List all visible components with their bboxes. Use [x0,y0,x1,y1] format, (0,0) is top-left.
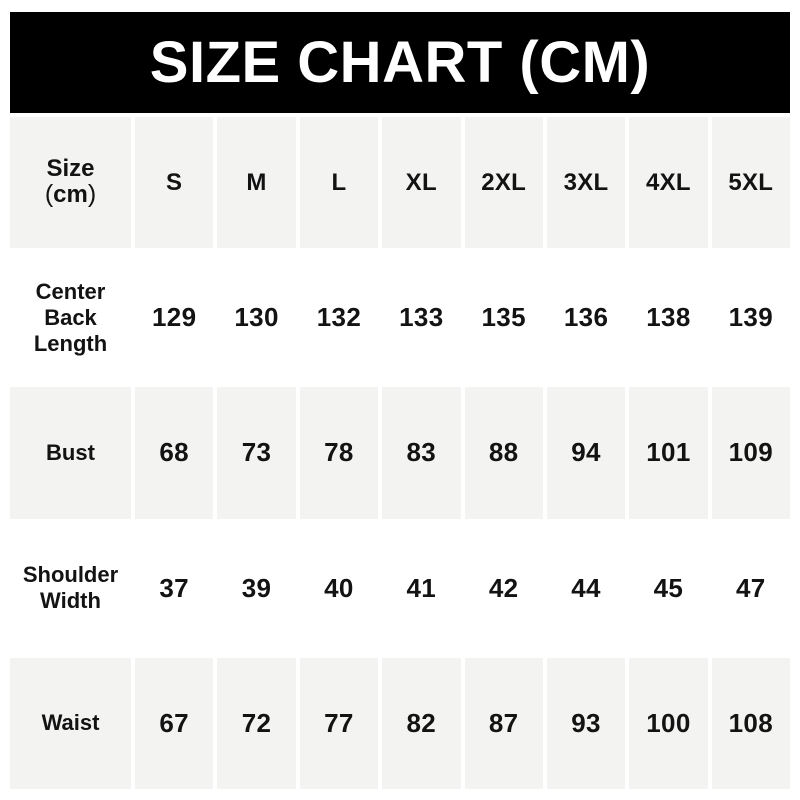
waist-4xl: 100 [629,657,708,789]
center-back-length-5xl: 139 [711,252,790,384]
size-chart-table: Size (cm) S M L XL 2XL 3XL 4XL 5XL Cente… [10,117,790,789]
size-col-header-5xl: 5XL [711,117,790,249]
center-back-length-s: 129 [135,252,214,384]
waist-m: 72 [217,657,296,789]
size-col-header-2xl: 2XL [464,117,543,249]
bust-2xl: 88 [464,387,543,519]
size-col-header-xl: XL [382,117,461,249]
corner-cell: Size (cm) [10,117,131,249]
unit-text: cm [53,181,88,209]
waist-3xl: 93 [546,657,626,789]
bust-3xl: 94 [546,387,626,519]
center-back-length-xl: 133 [382,252,461,384]
shoulder-width-m: 39 [217,522,296,654]
center-back-length-3xl: 136 [546,252,626,384]
unit-paren-open: ( [44,180,54,209]
bust-5xl: 109 [711,387,790,519]
waist-5xl: 108 [711,657,790,789]
shoulder-width-s: 37 [135,522,214,654]
size-col-header-3xl: 3XL [546,117,626,249]
shoulder-width-4xl: 45 [629,522,708,654]
size-label: Size [46,155,95,183]
shoulder-width-xl: 41 [382,522,461,654]
size-col-header-4xl: 4XL [629,117,708,249]
row-label-bust: Bust [10,387,131,519]
title-banner: SIZE CHART (CM) [10,12,790,113]
center-back-length-2xl: 135 [464,252,543,384]
row-label-waist: Waist [10,657,131,789]
page-title: SIZE CHART (CM) [149,30,651,95]
center-back-length-l: 132 [299,252,379,384]
size-col-header-m: M [217,117,296,249]
waist-xl: 82 [382,657,461,789]
unit-paren-close: ) [87,180,97,209]
bust-xl: 83 [382,387,461,519]
size-col-header-l: L [299,117,379,249]
bust-l: 78 [299,387,379,519]
row-label-center-back-length: Center Back Length [10,252,131,384]
waist-s: 67 [135,657,214,789]
shoulder-width-3xl: 44 [546,522,626,654]
center-back-length-4xl: 138 [629,252,708,384]
size-unit: (cm) [45,181,96,209]
row-label-shoulder-width: Shoulder Width [10,522,131,654]
size-col-header-s: S [135,117,214,249]
bust-4xl: 101 [629,387,708,519]
shoulder-width-2xl: 42 [464,522,543,654]
center-back-length-m: 130 [217,252,296,384]
waist-l: 77 [299,657,379,789]
bust-s: 68 [135,387,214,519]
shoulder-width-5xl: 47 [711,522,790,654]
waist-2xl: 87 [464,657,543,789]
bust-m: 73 [217,387,296,519]
shoulder-width-l: 40 [299,522,379,654]
